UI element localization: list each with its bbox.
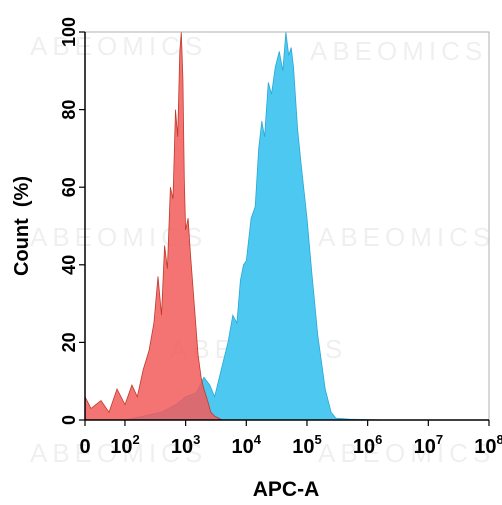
watermark-text: ABEOMICS [318,438,495,468]
x-tick-label: 105 [292,432,321,458]
x-tick-label: 103 [171,432,200,458]
x-tick-label: 108 [474,432,502,458]
series-layer [84,31,386,421]
watermark-text: ABEOMICS [310,36,487,66]
y-tick-label: 80 [59,100,79,120]
red-histogram [84,31,223,421]
y-tick-label: 0 [59,415,79,425]
x-tick-label: 106 [353,432,382,458]
y-axis-title: Count (%) [11,176,33,276]
y-axis-ticks: 0 20 40 60 80 100 [59,17,85,425]
x-tick-label: 0 [79,436,90,458]
watermark-text: ABEOMICS [318,222,495,252]
y-tick-label: 60 [59,177,79,197]
x-axis-ticks: 0 102 103 104 105 106 107 108 [79,420,502,458]
y-tick-label: 20 [59,332,79,352]
watermark-text: ABEOMICS [30,31,207,61]
y-tick-label: 100 [59,17,79,47]
x-tick-label: 104 [232,432,262,458]
x-axis-title: APC-A [253,478,320,501]
y-tick-label: 40 [59,255,79,275]
x-tick-label: 107 [414,432,443,458]
blue-histogram [124,31,386,421]
watermark-text: ABEOMICS [30,438,207,468]
x-tick-label: 102 [110,432,139,458]
